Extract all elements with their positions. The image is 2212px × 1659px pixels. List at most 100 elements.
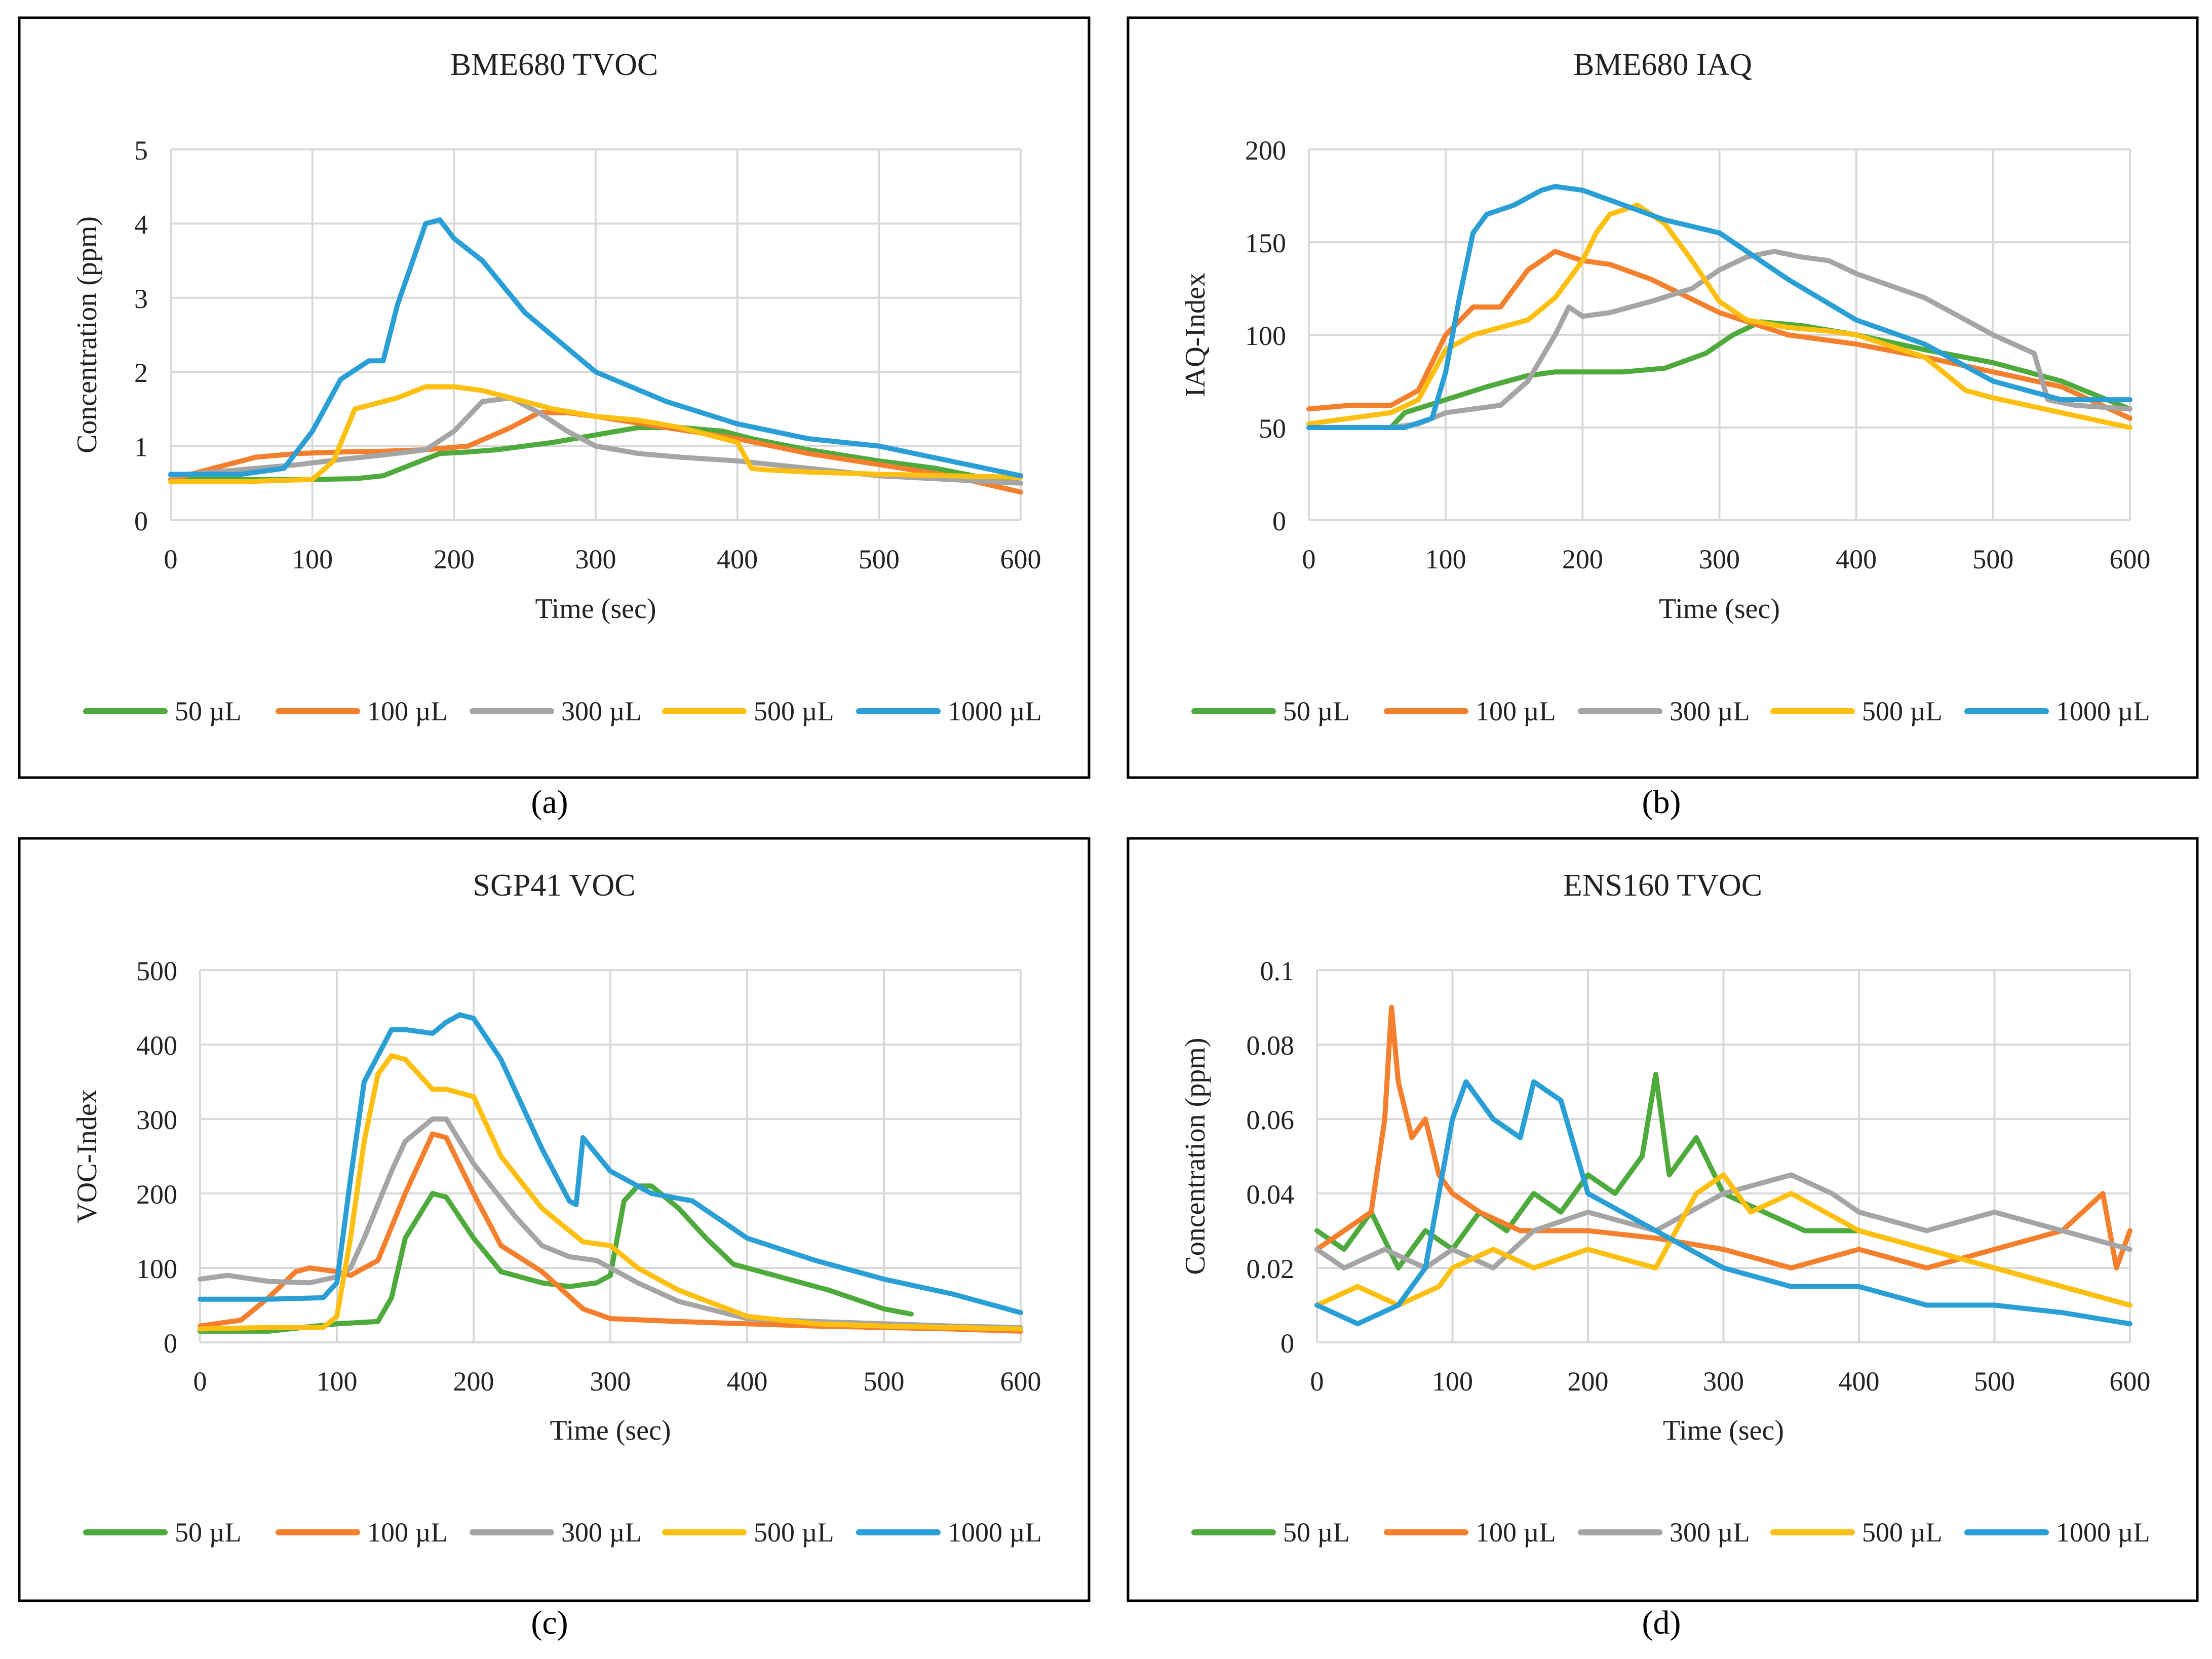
chart-3-xtick-label: 100	[317, 1366, 358, 1397]
chart-2-xtick-label: 400	[1836, 544, 1877, 574]
chart-1-xtick-label: 0	[164, 544, 178, 574]
chart-1-y-axis-label: Concentration (ppm)	[71, 216, 103, 453]
chart-3-ytick-label: 0	[164, 1328, 177, 1359]
chart-3-xtick-label: 600	[1000, 1366, 1041, 1397]
chart-2-legend-entry: 100 µL	[1476, 696, 1556, 726]
chart-4-legend-entry: 1000 µL	[2056, 1517, 2150, 1548]
panel-label-3: (c)	[531, 1604, 568, 1641]
chart-3-ytick-label: 300	[136, 1105, 177, 1135]
chart-4-xtick-label: 600	[2110, 1366, 2151, 1397]
chart-3-xtick-label: 200	[453, 1366, 494, 1397]
chart-1-legend-entry: 300 µL	[561, 696, 642, 726]
chart-2-ytick-label: 150	[1245, 228, 1286, 258]
chart-2-legend-entry: 50 µL	[1283, 696, 1350, 726]
chart-3-xtick-label: 300	[590, 1366, 631, 1397]
chart-2-xtick-label: 500	[1972, 544, 2013, 574]
chart-2-legend-entry: 500 µL	[1862, 696, 1943, 726]
chart-3-ytick-label: 400	[136, 1030, 177, 1061]
chart-1-frame	[18, 16, 1091, 779]
chart-1-xtick-label: 300	[575, 544, 616, 574]
chart-3-ytick-label: 100	[136, 1254, 177, 1284]
chart-3-xtick-label: 400	[727, 1366, 768, 1397]
chart-1-series-line-3	[168, 395, 1023, 486]
chart-2-xtick-label: 100	[1425, 544, 1466, 574]
chart-2-ytick-label: 100	[1245, 321, 1286, 351]
chart-1-legend-entry: 500 µL	[754, 696, 834, 726]
chart-4-ytick-label: 0.1	[1260, 956, 1295, 986]
chart-4-series-line-4	[1314, 1172, 2132, 1308]
chart-4-ytick-label: 0.06	[1247, 1105, 1295, 1135]
chart-1-legend-entry: 50 µL	[175, 696, 242, 726]
chart-1-series-line-1	[168, 425, 1023, 486]
chart-3-legend-entry: 300 µL	[561, 1517, 642, 1548]
chart-4-frame	[1127, 837, 2199, 1602]
chart-2-xtick-label: 200	[1562, 544, 1603, 574]
chart-4-legend-entry: 50 µL	[1283, 1517, 1350, 1548]
chart-1-series-line-4	[168, 384, 1023, 484]
chart-2-xtick-label: 0	[1302, 544, 1316, 574]
chart-3-legend-entry: 100 µL	[367, 1517, 448, 1548]
chart-2-x-axis-label: Time (sec)	[1659, 593, 1780, 625]
chart-4-legend-entry: 100 µL	[1476, 1517, 1556, 1548]
chart-2-series-line-1	[1306, 319, 2132, 430]
chart-3-x-axis-label: Time (sec)	[550, 1415, 671, 1446]
chart-2-legend-entry: 300 µL	[1670, 696, 1750, 726]
chart-2-series-line-3	[1306, 249, 2132, 430]
chart-3-frame	[18, 837, 1091, 1602]
chart-1-ytick-label: 0	[134, 506, 148, 536]
chart-3-ytick-label: 200	[136, 1179, 177, 1210]
panel-label-1: (a)	[531, 784, 568, 821]
chart-3-series-line-2	[198, 1131, 1023, 1334]
chart-1-xtick-label: 600	[1000, 544, 1041, 574]
chart-4-xtick-label: 300	[1703, 1366, 1744, 1397]
chart-1-x-axis-label: Time (sec)	[535, 593, 656, 625]
chart-2-y-axis-label: IAQ-Index	[1180, 273, 1211, 397]
chart-3-ytick-label: 500	[136, 956, 177, 986]
panel-label-2: (b)	[1642, 784, 1681, 821]
chart-1-series-line-5	[168, 217, 1023, 479]
chart-4-ytick-label: 0	[1280, 1328, 1294, 1359]
chart-4-ytick-label: 0.08	[1247, 1030, 1295, 1061]
panel-label-4: (d)	[1642, 1604, 1681, 1641]
chart-1-legend-entry: 1000 µL	[948, 696, 1042, 726]
chart-4-legend-entry: 300 µL	[1670, 1517, 1750, 1548]
chart-3-series-line-5	[198, 1012, 1023, 1316]
chart-1-xtick-label: 500	[859, 544, 900, 574]
chart-2-xtick-label: 300	[1699, 544, 1740, 574]
chart-2-ytick-label: 200	[1245, 135, 1286, 166]
chart-1-ytick-label: 5	[134, 135, 148, 166]
chart-2-xtick-label: 600	[2110, 544, 2151, 574]
chart-4-ytick-label: 0.04	[1247, 1179, 1295, 1210]
chart-4-series-line-5	[1314, 1079, 2132, 1327]
chart-1-legend-entry: 100 µL	[367, 696, 448, 726]
chart-1-ytick-label: 1	[134, 432, 148, 462]
chart-1-xtick-label: 200	[434, 544, 475, 574]
chart-2-series-line-5	[1306, 184, 2132, 430]
chart-3-xtick-label: 500	[864, 1366, 905, 1397]
chart-3-y-axis-label: VOC-Index	[71, 1089, 103, 1223]
chart-4-title: ENS160 TVOC	[1563, 868, 1762, 903]
chart-1-ytick-label: 4	[134, 209, 148, 240]
chart-3-legend-entry: 50 µL	[175, 1517, 242, 1548]
chart-3-series-line-1	[198, 1183, 914, 1334]
chart-3-legend-entry: 1000 µL	[948, 1517, 1042, 1548]
chart-4-xtick-label: 200	[1568, 1366, 1609, 1397]
chart-1-ytick-label: 2	[134, 358, 148, 388]
chart-3-legend-entry: 500 µL	[754, 1517, 834, 1548]
chart-3-xtick-label: 0	[193, 1366, 207, 1397]
chart-2-ytick-label: 50	[1259, 413, 1286, 444]
chart-4-xtick-label: 500	[1974, 1366, 2015, 1397]
chart-1-xtick-label: 400	[717, 544, 758, 574]
chart-4-legend-entry: 500 µL	[1862, 1517, 1943, 1548]
chart-2-series-line-4	[1306, 202, 2132, 430]
chart-2-legend-entry: 1000 µL	[2056, 696, 2150, 726]
chart-4-xtick-label: 0	[1310, 1366, 1324, 1397]
chart-4-xtick-label: 400	[1839, 1366, 1880, 1397]
chart-4-x-axis-label: Time (sec)	[1663, 1415, 1784, 1446]
chart-4-series-line-2	[1314, 1005, 2132, 1270]
chart-4-ytick-label: 0.02	[1247, 1254, 1295, 1284]
chart-2-frame	[1127, 16, 2199, 779]
chart-3-title: SGP41 VOC	[473, 868, 635, 903]
chart-2-title: BME680 IAQ	[1573, 48, 1752, 82]
